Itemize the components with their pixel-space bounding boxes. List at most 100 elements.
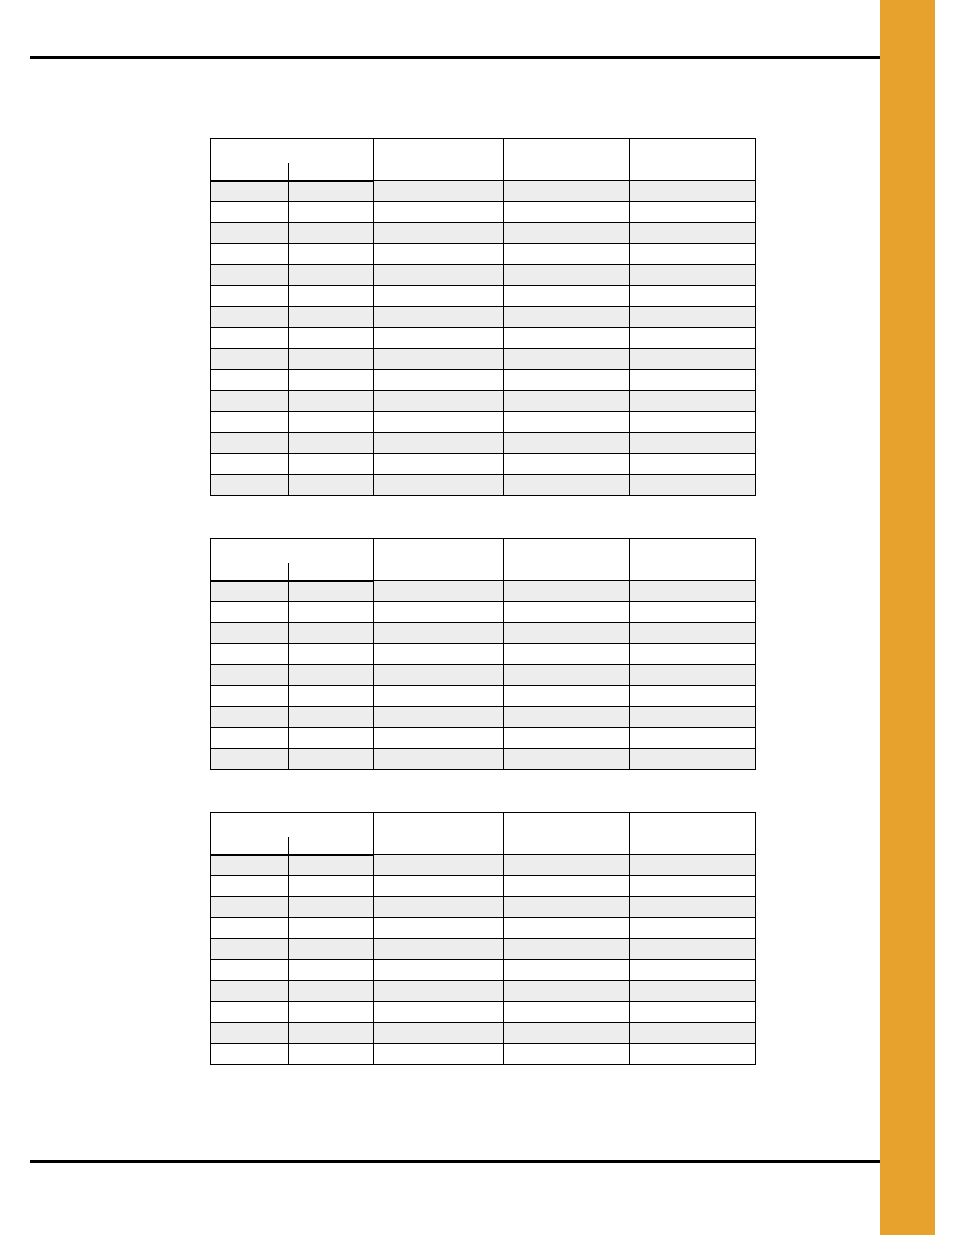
table-cell [289,855,374,876]
table-cell [211,644,289,665]
table-row [211,265,756,286]
table-cell [211,286,289,307]
table-row [211,581,756,602]
table-cell [374,307,504,328]
table-cell [289,265,374,286]
table-cell [211,349,289,370]
table-row [211,749,756,770]
table-cell [374,749,504,770]
table-cell [630,749,756,770]
table-cell [211,728,289,749]
table-cell [630,602,756,623]
table-cell [630,181,756,202]
table-header-cell [630,813,756,855]
table-row [211,665,756,686]
table-cell [211,1044,289,1065]
table-row [211,307,756,328]
table-cell [630,223,756,244]
table-cell [504,939,630,960]
table-row [211,602,756,623]
table-header-cell [504,539,630,581]
bottom-horizontal-rule [30,1160,880,1163]
table-cell [374,328,504,349]
table-cell [504,412,630,433]
table-row [211,939,756,960]
table-header-cell [504,813,630,855]
table-cell [630,433,756,454]
table-cell [374,181,504,202]
table-cell [504,876,630,897]
table-cell [630,644,756,665]
table-cell [211,433,289,454]
table-cell [504,391,630,412]
table-row [211,728,756,749]
table-row [211,855,756,876]
table-row [211,686,756,707]
table-cell [289,749,374,770]
right-accent-band [880,0,935,1235]
table-cell [211,686,289,707]
table-row [211,960,756,981]
table-cell [211,202,289,223]
table-cell [211,602,289,623]
table-cell [211,328,289,349]
table-cell [374,349,504,370]
table-row [211,623,756,644]
table-cell [504,960,630,981]
table-row [211,244,756,265]
table-cell [504,223,630,244]
table-cell [211,960,289,981]
table-cell [504,202,630,223]
table-row [211,286,756,307]
table-cell [374,454,504,475]
table-cell [504,328,630,349]
table-cell [630,581,756,602]
table-cell [374,707,504,728]
table-cell [630,475,756,496]
table-cell [211,665,289,686]
table-cell [504,307,630,328]
table-cell [289,1044,374,1065]
table-cell [630,202,756,223]
data-table [210,538,756,770]
table-cell [374,897,504,918]
table-cell [374,939,504,960]
table-row [211,918,756,939]
table-cell [504,602,630,623]
table-cell [211,391,289,412]
table-cell [630,349,756,370]
table-cell [374,223,504,244]
table-cell [374,581,504,602]
table-cell [211,749,289,770]
table-cell [211,581,289,602]
table-cell [630,939,756,960]
table-cell [211,981,289,1002]
table-cell [504,918,630,939]
table-header-cell [630,139,756,181]
table-cell [211,876,289,897]
table-cell [504,623,630,644]
table-row [211,433,756,454]
table-cell [289,454,374,475]
table-cell [374,918,504,939]
table-header-cell [630,539,756,581]
table-1 [210,138,755,496]
table-row [211,454,756,475]
table-cell [289,475,374,496]
table-cell [289,307,374,328]
table-cell [289,1002,374,1023]
table-cell [211,855,289,876]
table-cell [504,686,630,707]
table-cell [289,939,374,960]
table-cell [504,1023,630,1044]
table-cell [630,307,756,328]
table-subheader-cell [211,563,289,581]
table-row [211,349,756,370]
table-cell [504,749,630,770]
table-2 [210,538,755,770]
table-header-cell [211,139,374,163]
table-cell [630,370,756,391]
data-table [210,812,756,1065]
table-header-cell [374,139,504,181]
table-cell [289,707,374,728]
